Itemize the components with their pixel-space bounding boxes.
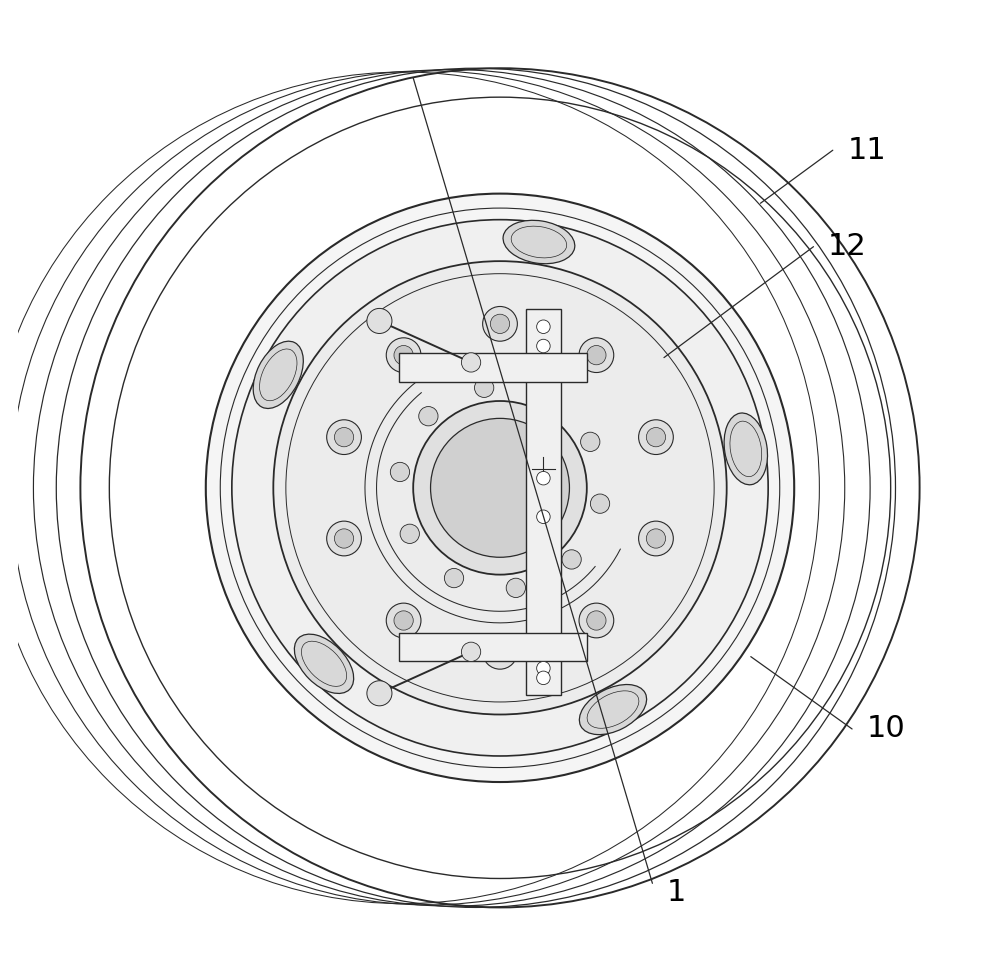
Circle shape <box>431 418 569 557</box>
Circle shape <box>587 346 606 365</box>
Circle shape <box>483 306 517 341</box>
Circle shape <box>537 510 550 524</box>
Text: 11: 11 <box>847 135 886 165</box>
Circle shape <box>461 353 481 372</box>
Circle shape <box>367 308 392 333</box>
Circle shape <box>490 642 510 662</box>
Circle shape <box>390 463 410 482</box>
Circle shape <box>206 193 794 782</box>
Circle shape <box>639 521 673 555</box>
Circle shape <box>483 635 517 669</box>
Circle shape <box>490 314 510 333</box>
Circle shape <box>334 528 354 548</box>
Circle shape <box>273 261 727 715</box>
Circle shape <box>537 471 550 485</box>
Circle shape <box>327 420 361 455</box>
Ellipse shape <box>503 220 575 264</box>
Circle shape <box>444 568 464 587</box>
Circle shape <box>537 671 550 685</box>
Ellipse shape <box>579 685 647 734</box>
Circle shape <box>400 525 419 544</box>
Circle shape <box>386 338 421 373</box>
Circle shape <box>367 681 392 706</box>
Text: 12: 12 <box>828 232 867 261</box>
Circle shape <box>537 320 550 333</box>
Circle shape <box>536 388 556 408</box>
Circle shape <box>562 550 581 569</box>
Circle shape <box>587 611 606 630</box>
Circle shape <box>579 603 614 638</box>
Circle shape <box>461 642 481 662</box>
Circle shape <box>646 528 666 548</box>
Circle shape <box>419 407 438 426</box>
Circle shape <box>386 603 421 638</box>
Circle shape <box>537 339 550 353</box>
Circle shape <box>639 420 673 455</box>
Circle shape <box>646 428 666 447</box>
Ellipse shape <box>724 413 768 485</box>
Text: 1: 1 <box>667 878 686 907</box>
Circle shape <box>581 432 600 451</box>
Bar <box>526 309 561 696</box>
Circle shape <box>475 378 494 397</box>
Circle shape <box>394 611 413 630</box>
Circle shape <box>506 579 525 598</box>
Bar <box>399 633 587 662</box>
Circle shape <box>232 219 768 756</box>
Text: 10: 10 <box>867 715 905 744</box>
Circle shape <box>413 401 587 575</box>
Circle shape <box>394 346 413 365</box>
Ellipse shape <box>253 341 303 409</box>
Circle shape <box>334 428 354 447</box>
Bar <box>399 353 587 382</box>
Circle shape <box>590 494 610 513</box>
Circle shape <box>537 662 550 675</box>
Circle shape <box>327 521 361 555</box>
Ellipse shape <box>294 634 354 694</box>
Circle shape <box>579 338 614 373</box>
